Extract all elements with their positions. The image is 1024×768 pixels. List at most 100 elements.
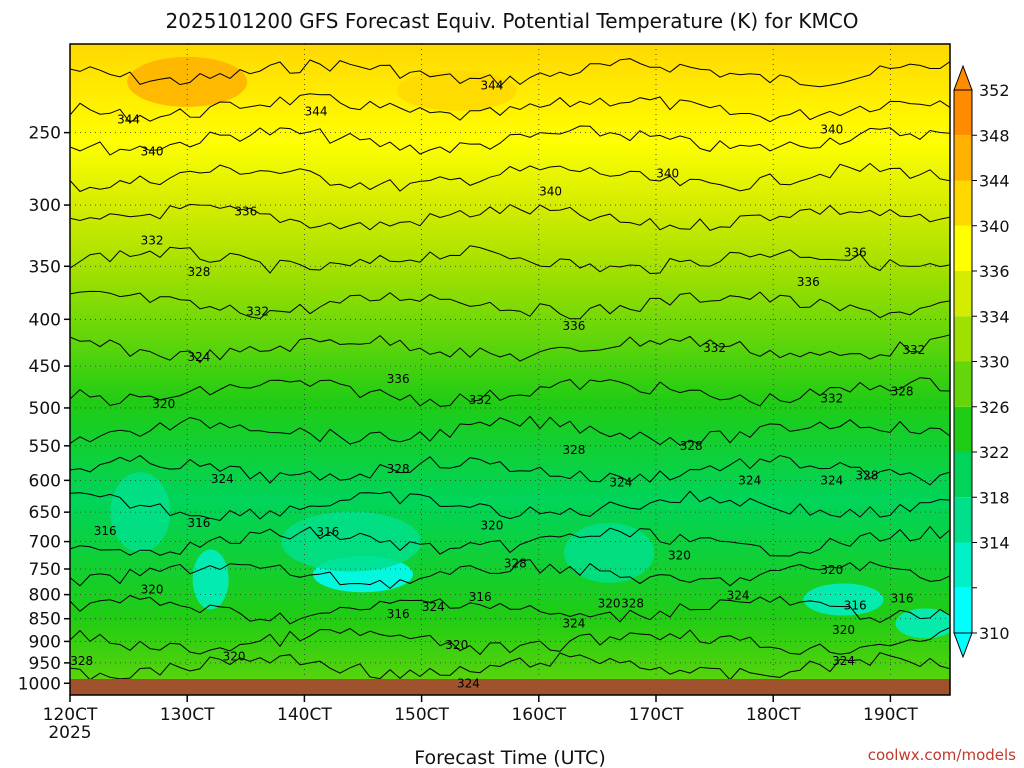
contour-labels: 344 340 336 332 328 332 324 320 324 316 316 320 320 3…	[70, 78, 925, 690]
field-blob	[803, 583, 884, 616]
chart-title: 2025101200 GFS Forecast Equiv. Potential…	[166, 9, 859, 33]
contour-label: 336	[387, 372, 410, 386]
contour-label: 332	[246, 304, 269, 318]
contour-label: 320	[598, 596, 621, 610]
contour-line	[70, 58, 950, 88]
contour-line	[70, 415, 950, 446]
contour-line	[70, 594, 950, 625]
contour-line	[70, 490, 950, 522]
contour-label: 340	[656, 166, 679, 180]
y-tick-label: 600	[29, 471, 61, 491]
colorbar-segment	[954, 406, 972, 452]
colorbar-label: 330	[979, 353, 1010, 372]
y-tick-label: 650	[29, 503, 61, 523]
contour-label: 316	[891, 592, 914, 606]
contour-label: 320	[141, 583, 164, 597]
contour-line	[70, 245, 950, 275]
contour-label: 328	[680, 439, 703, 453]
x-tick-label: 160CT	[511, 705, 566, 725]
colorbar-segment	[954, 497, 972, 543]
contour-line	[70, 334, 950, 364]
contour-label: 320	[223, 650, 246, 664]
colorbar-extend-bottom	[953, 632, 973, 659]
contour-line	[70, 559, 950, 590]
contour-line	[70, 652, 950, 681]
colorbar-label: 326	[979, 398, 1010, 417]
x-tick-label: 140CT	[277, 705, 332, 725]
field-blob	[192, 549, 229, 610]
contour-label: 320	[820, 563, 843, 577]
y-tick-label: 800	[29, 586, 61, 606]
colorbar-segment	[954, 587, 972, 633]
contour-label: 344	[480, 78, 503, 92]
contour-line	[70, 203, 950, 231]
contour-label: 328	[504, 557, 527, 571]
y-tick-label: 250	[29, 124, 61, 144]
x-tick-label: 120CT	[43, 705, 98, 725]
contour-label: 324	[187, 350, 210, 364]
contour-label: 332	[469, 393, 492, 407]
contour-label: 324	[832, 654, 855, 668]
contour-line	[70, 525, 950, 557]
contour-line	[70, 377, 950, 407]
y-tick-label: 550	[29, 437, 61, 457]
contour-label: 324	[211, 472, 234, 486]
field-blob	[127, 56, 248, 107]
contour-label: 316	[316, 525, 339, 539]
contour-line	[70, 125, 950, 156]
x-year-label: 2025	[48, 723, 91, 743]
x-axis: 120CT 130CT 140CT 150CT 160CT 170CT 180CT 190CT	[43, 695, 918, 725]
contour-label: 340	[141, 144, 164, 158]
contour-label: 320	[480, 518, 503, 532]
colorbar-label: 340	[979, 217, 1010, 236]
contour-label: 328	[187, 265, 210, 279]
colorbar-label: 310	[979, 624, 1010, 643]
field-blob	[895, 608, 950, 639]
contour-label: 336	[563, 319, 586, 333]
colorbar: 310 314 318 322 326 330 334 336 340 344 348 352	[953, 64, 1010, 659]
contour-line	[70, 290, 950, 320]
x-tick-label: 190CT	[863, 705, 918, 725]
contour-label: 316	[469, 590, 492, 604]
contour-line	[70, 626, 950, 656]
contour-label: 336	[844, 245, 867, 259]
y-tick-label: 700	[29, 533, 61, 553]
field-blobs	[110, 56, 950, 639]
contour-label: 344	[305, 104, 328, 118]
contour-label: 320	[445, 638, 468, 652]
colorbar-label: 322	[979, 443, 1010, 462]
x-tick-label: 130CT	[160, 705, 215, 725]
colorbar-segment	[954, 135, 972, 181]
x-tick-label: 150CT	[394, 705, 449, 725]
colorbar-label: 318	[979, 488, 1010, 507]
contour-label: 332	[141, 233, 164, 247]
x-tick-label: 180CT	[746, 705, 801, 725]
y-tick-label: 450	[29, 357, 61, 377]
contour-label: 316	[187, 516, 210, 530]
colorbar-segment	[954, 452, 972, 498]
colorbar-label: 314	[979, 534, 1010, 553]
contour-label: 328	[856, 469, 879, 483]
colorbar-segment	[954, 180, 972, 226]
colorbar-segment	[954, 90, 972, 136]
contour-label: 328	[563, 443, 586, 457]
y-tick-label: 350	[29, 257, 61, 277]
contour-label: 344	[117, 113, 140, 127]
colorbar-label: 336	[979, 262, 1010, 281]
y-axis: 2503003504004505005506006507007508008509…	[18, 124, 70, 694]
y-tick-label: 900	[29, 632, 61, 652]
colorbar-segment	[954, 316, 972, 362]
contour-label: 340	[820, 122, 843, 136]
colorbar-label: 344	[979, 172, 1010, 191]
colorbar-segment	[954, 271, 972, 317]
x-tick-label: 170CT	[629, 705, 684, 725]
credit-text: coolwx.com/models	[868, 746, 1016, 764]
colorbar-label: 334	[979, 307, 1010, 326]
contour-label: 340	[539, 185, 562, 199]
contour-line	[70, 93, 950, 124]
colorbar-segment	[954, 225, 972, 271]
contour-label: 332	[902, 343, 925, 357]
y-tick-label: 500	[29, 399, 61, 419]
y-tick-label: 1000	[18, 674, 61, 694]
